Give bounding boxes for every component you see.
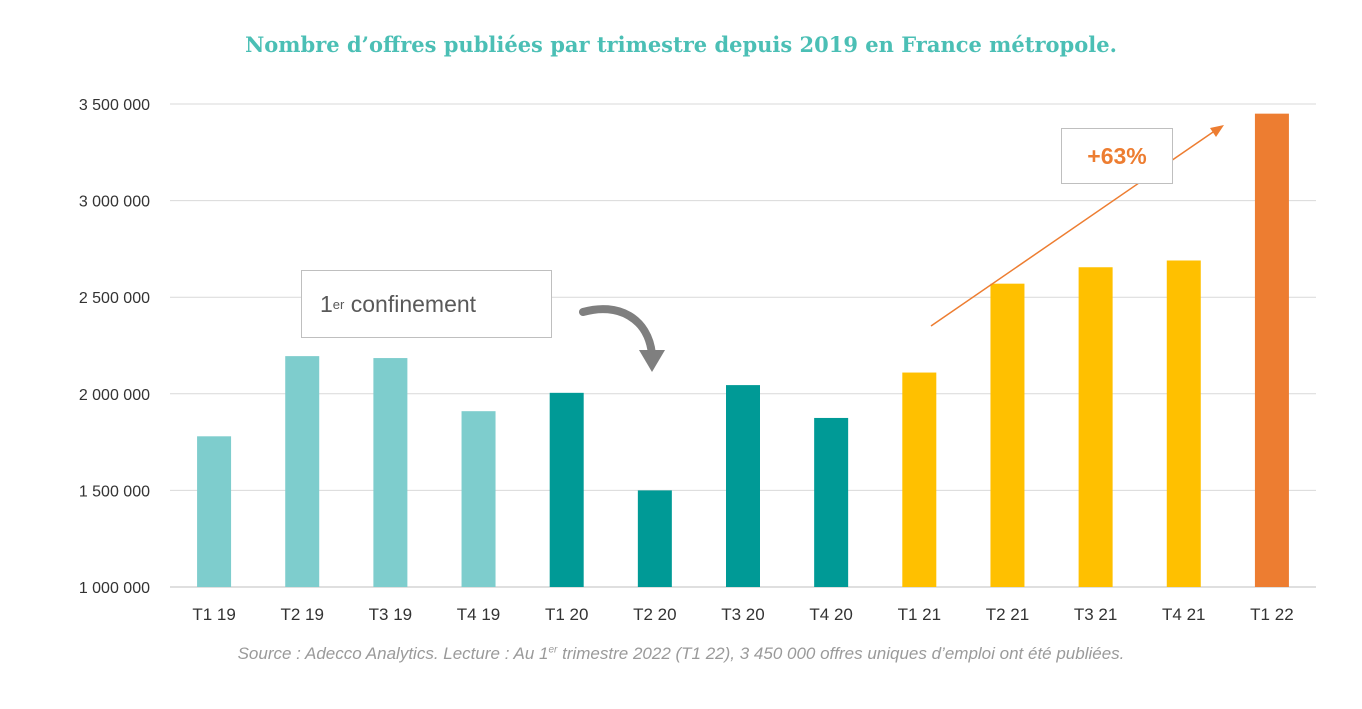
bar-t1-22	[1254, 113, 1289, 587]
lockdown-label: confinement	[344, 290, 477, 317]
x-tick-label: T4 19	[457, 605, 500, 624]
x-tick-label: T4 21	[1162, 605, 1205, 624]
bar-t4-20	[814, 417, 849, 587]
bar-t2-21	[990, 283, 1025, 587]
x-tick-label: T1 22	[1250, 605, 1293, 624]
x-axis-labels: T1 19 T2 19 T3 19 T4 19 T1 20 T2 20 T3 20 T4 20…	[192, 605, 1293, 624]
bar-t3-21	[1078, 267, 1113, 587]
lockdown-ordinal: 1	[320, 290, 333, 317]
source-note: Source : Adecco Analytics. Lecture : Au …	[0, 644, 1362, 664]
source-text-2: trimestre 2022 (T1 22), 3 450 000 offres…	[557, 644, 1125, 663]
y-tick-label: 1 500 000	[79, 483, 150, 500]
x-tick-label: T3 21	[1074, 605, 1117, 624]
x-tick-label: T2 19	[280, 605, 323, 624]
y-tick-label: 3 500 000	[79, 97, 150, 114]
x-tick-label: T3 19	[369, 605, 412, 624]
bar-t2-20	[637, 490, 672, 587]
x-tick-label: T3 20	[721, 605, 764, 624]
bar-t1-21	[902, 372, 937, 587]
x-tick-label: T4 20	[809, 605, 852, 624]
source-sup: er	[548, 644, 558, 656]
chart-title: Nombre d’offres publiées par trimestre d…	[245, 32, 1117, 57]
curved-arrow	[579, 305, 665, 372]
x-tick-label: T1 19	[192, 605, 235, 624]
bar-t3-20	[726, 385, 760, 587]
y-tick-label: 3 000 000	[79, 194, 150, 211]
lockdown-callout: 1 er confinement	[301, 270, 552, 338]
x-tick-label: T2 20	[633, 605, 676, 624]
y-tick-label: 2 000 000	[79, 387, 150, 404]
y-axis-labels: 1 000 000 1 500 000 2 000 000 2 500 000 3 00…	[79, 97, 150, 597]
x-tick-label: T1 21	[898, 605, 941, 624]
bar-t3-19	[373, 358, 408, 587]
bar-t1-20	[549, 392, 584, 587]
x-tick-label: T1 20	[545, 605, 588, 624]
bar-t4-21	[1166, 260, 1201, 587]
source-text-1: Source : Adecco Analytics. Lecture : Au …	[237, 644, 549, 663]
y-tick-label: 2 500 000	[79, 290, 150, 307]
growth-callout: +63%	[1061, 128, 1173, 184]
bar-t2-19	[285, 356, 320, 587]
lockdown-ordinal-suffix: er	[332, 296, 345, 312]
x-tick-label: T2 21	[986, 605, 1029, 624]
y-tick-label: 1 000 000	[79, 580, 150, 597]
bars	[197, 113, 1289, 587]
bar-t1-19	[197, 436, 232, 587]
bar-t4-19	[461, 411, 496, 587]
